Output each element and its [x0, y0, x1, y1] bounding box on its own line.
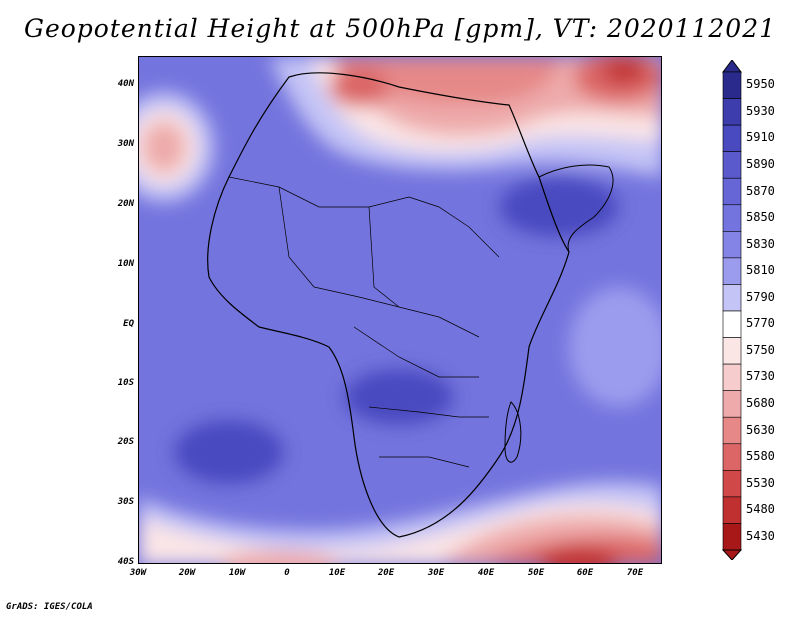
- colorbar-label: 5750: [746, 342, 775, 357]
- lon-tick: 30W: [129, 568, 147, 578]
- colorbar-label: 5870: [746, 183, 775, 198]
- colorbar-swatch: [722, 390, 742, 418]
- colorbar-swatch: [722, 523, 742, 551]
- lon-tick: 50E: [527, 568, 545, 578]
- colorbar-swatch: [722, 151, 742, 179]
- colorbar-label: 5770: [746, 316, 775, 331]
- africa-coastline: [207, 72, 570, 538]
- lat-tick: 10S: [117, 378, 134, 388]
- lon-tick: 40E: [477, 568, 495, 578]
- colorbar-swatch: [722, 204, 742, 232]
- colorbar-top-arrow: [722, 60, 742, 73]
- map-title: Geopotential Height at 500hPa [gpm], VT:…: [23, 14, 777, 43]
- colorbar-label: 5790: [746, 289, 775, 304]
- lon-tick: 10E: [328, 568, 346, 578]
- colorbar-label: 5830: [746, 236, 775, 251]
- colorbar-swatch: [722, 470, 742, 498]
- colorbar-label: 5910: [746, 130, 775, 145]
- lon-tick: 20W: [178, 568, 196, 578]
- arabian-peninsula-outline: [538, 164, 614, 253]
- colorbar-label: 5430: [746, 528, 775, 543]
- colorbar-bottom-arrow: [722, 549, 742, 560]
- colorbar-label: 5630: [746, 422, 775, 437]
- lat-tick: 40N: [117, 79, 134, 89]
- lon-tick: 30E: [427, 568, 445, 578]
- lat-tick: 10N: [117, 259, 134, 269]
- lon-tick: 0: [284, 568, 290, 578]
- colorbar-label: 5530: [746, 475, 775, 490]
- lat-tick: 30N: [117, 139, 134, 149]
- colorbar-swatch: [722, 337, 742, 365]
- colorbar-swatch: [722, 257, 742, 285]
- colorbar-swatch: [722, 496, 742, 524]
- colorbar-swatches: [722, 60, 742, 560]
- colorbar-swatch: [722, 416, 742, 445]
- colorbar-swatch: [722, 124, 742, 152]
- colorbar-label: 5850: [746, 210, 775, 225]
- lat-tick: EQ: [123, 319, 134, 329]
- colorbar-swatch: [722, 284, 742, 312]
- lat-tick: 40S: [117, 557, 134, 567]
- lat-tick: 30S: [117, 497, 134, 507]
- colorbar-label: 5810: [746, 263, 775, 278]
- lon-tick: 10W: [228, 568, 246, 578]
- lon-tick: 60E: [576, 568, 594, 578]
- map-panel: [138, 56, 662, 564]
- colorbar: 5950 5930 5910 5890 5870 5850 5830 5810 5790 5770…: [722, 60, 782, 560]
- height-field-map: [139, 57, 661, 563]
- colorbar-swatch: [722, 177, 742, 206]
- colorbar-swatch: [722, 443, 742, 471]
- lat-tick: 20S: [117, 437, 134, 447]
- colorbar-label: 5950: [746, 77, 775, 92]
- lat-tick: 20N: [117, 199, 134, 209]
- colorbar-swatch: [722, 363, 742, 391]
- lon-tick: 70E: [626, 568, 644, 578]
- colorbar-label: 5930: [746, 103, 775, 118]
- colorbar-label: 5480: [746, 502, 775, 517]
- colorbar-label: 5580: [746, 449, 775, 464]
- country-borders: [228, 176, 500, 468]
- madagascar-outline: [504, 401, 522, 463]
- colorbar-swatch: [722, 71, 742, 99]
- colorbar-swatch: [722, 310, 742, 338]
- footer-credit: GrADS: IGES/COLA: [6, 602, 93, 612]
- colorbar-swatch: [722, 231, 742, 259]
- lon-tick: 20E: [377, 568, 395, 578]
- colorbar-label: 5730: [746, 369, 775, 384]
- colorbar-label: 5680: [746, 395, 775, 410]
- colorbar-swatch: [722, 98, 742, 126]
- colorbar-label: 5890: [746, 156, 775, 171]
